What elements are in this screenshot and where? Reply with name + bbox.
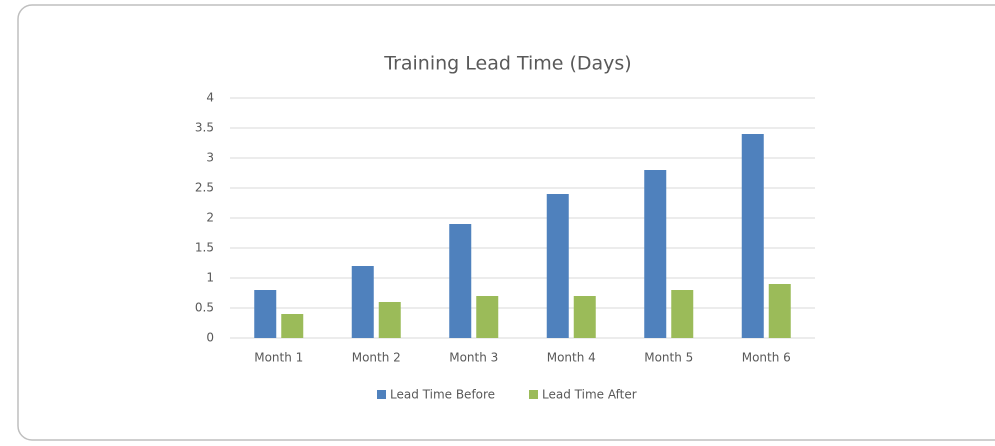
x-tick-label: Month 2 [352,351,401,365]
y-tick-label: 1.5 [195,241,214,255]
bar [351,266,374,338]
legend-label: Lead Time Before [390,388,495,402]
bar [741,134,764,338]
y-tick-label: 0.5 [195,301,214,315]
bar [254,290,277,338]
y-tick-label: 2.5 [195,181,214,195]
chart-title: Training Lead Time (Days) [383,53,631,75]
x-tick-label: Month 6 [742,351,791,365]
bar [378,302,401,338]
bar [281,314,304,338]
y-tick-label: 4 [206,91,214,105]
bar [768,284,791,338]
bar [546,194,569,338]
legend-swatch [377,390,386,399]
x-tick-label: Month 1 [254,351,303,365]
bar [476,296,499,338]
bar [449,224,472,338]
y-tick-label: 1 [206,271,214,285]
x-tick-label: Month 3 [449,351,498,365]
y-tick-label: 3 [206,151,214,165]
bar [671,290,694,338]
legend-label: Lead Time After [542,388,637,402]
legend-swatch [529,390,538,399]
x-tick-label: Month 5 [644,351,693,365]
bar [644,170,667,338]
x-tick-label: Month 4 [547,351,596,365]
y-tick-label: 0 [206,331,214,345]
bar [573,296,596,338]
y-tick-label: 3.5 [195,121,214,135]
y-tick-label: 2 [206,211,214,225]
